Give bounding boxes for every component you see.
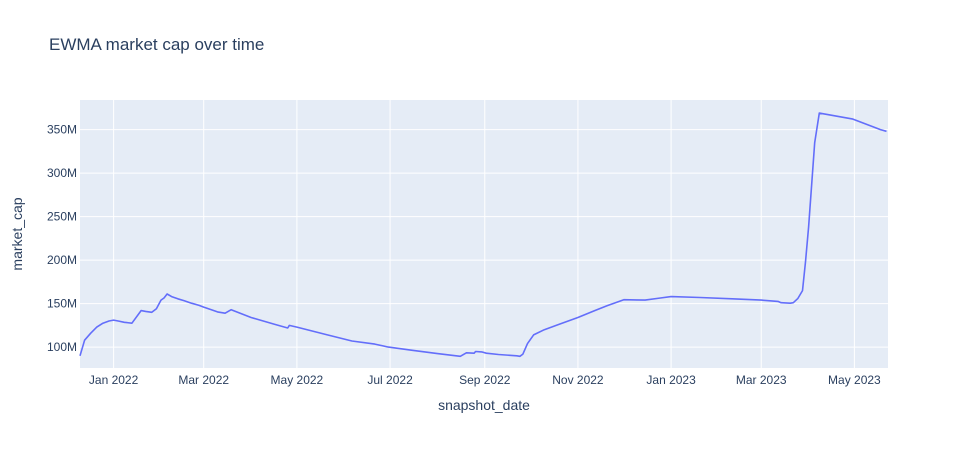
y-tick-label: 100M: [47, 340, 77, 354]
x-tick-label: Jan 2023: [646, 373, 696, 387]
y-axis-ticks: 100M 150M 200M 250M 300M 350M: [47, 123, 77, 355]
series-layer: [79, 112, 887, 358]
y-tick-label: 300M: [47, 166, 77, 180]
y-tick-label: 350M: [47, 123, 77, 137]
x-tick-label: Sep 2022: [459, 373, 511, 387]
y-axis-label: market_cap: [9, 197, 25, 270]
x-tick-label: Jan 2022: [89, 373, 139, 387]
x-tick-label: May 2023: [828, 373, 881, 387]
plot-area: [80, 100, 888, 368]
y-tick-label: 150M: [47, 297, 77, 311]
x-tick-label: May 2022: [271, 373, 324, 387]
x-tick-label: Mar 2023: [736, 373, 787, 387]
x-tick-label: Nov 2022: [552, 373, 604, 387]
grid: [80, 100, 888, 368]
chart-title: EWMA market cap over time: [49, 35, 264, 54]
x-tick-label: Jul 2022: [367, 373, 413, 387]
series-line: [79, 112, 887, 358]
x-axis-label: snapshot_date: [438, 397, 530, 413]
y-tick-label: 200M: [47, 253, 77, 267]
y-tick-label: 250M: [47, 210, 77, 224]
x-tick-label: Mar 2022: [178, 373, 229, 387]
x-axis-ticks: Jan 2022 Mar 2022 May 2022 Jul 2022 Sep 2022…: [89, 373, 881, 387]
